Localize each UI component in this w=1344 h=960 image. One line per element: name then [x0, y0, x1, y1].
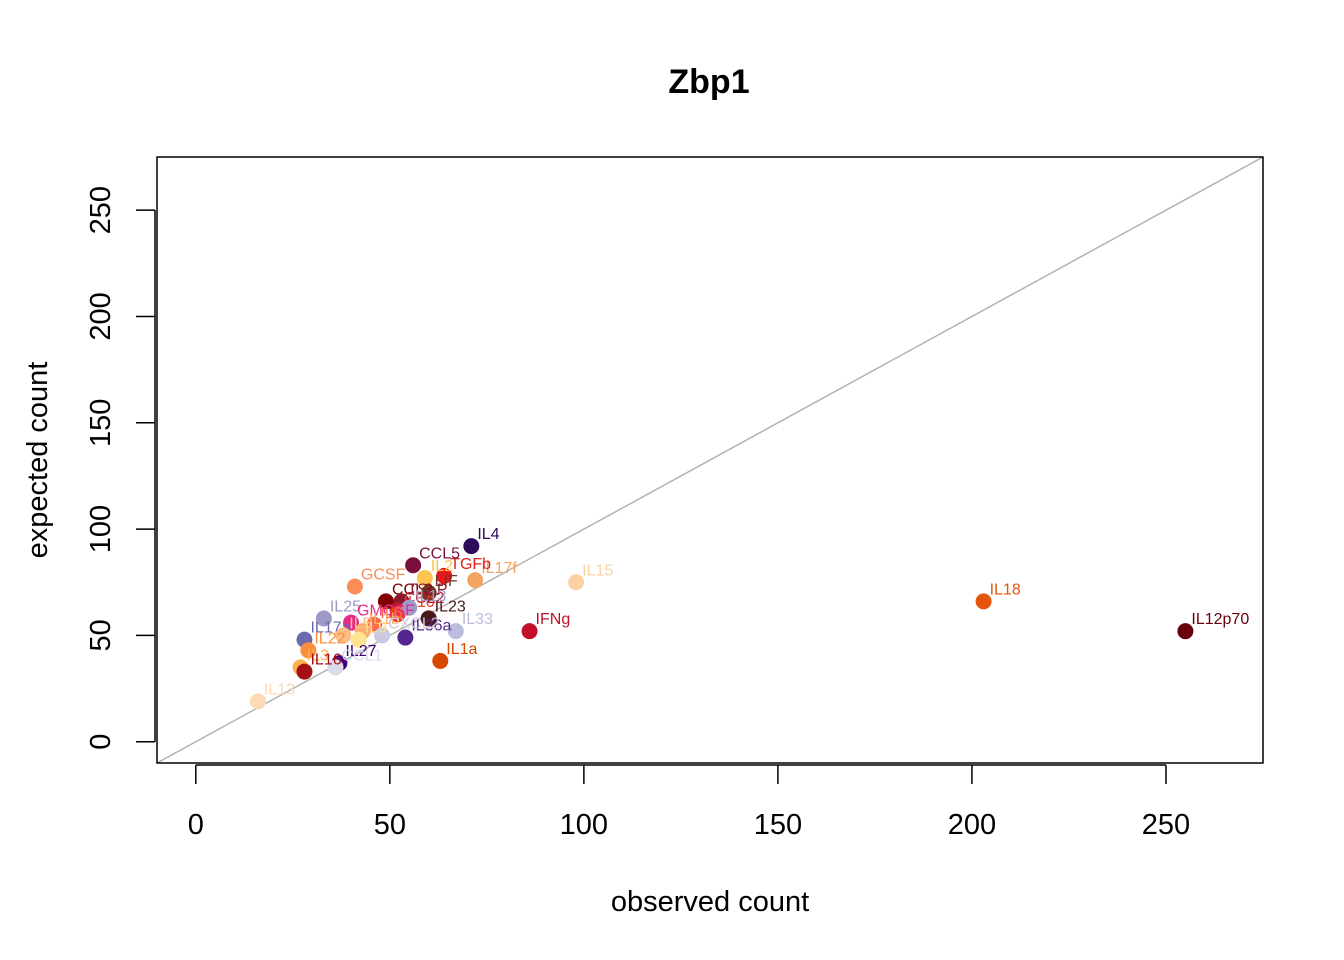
- point-label: IL15: [582, 562, 613, 579]
- point-label: CCL1: [342, 647, 383, 664]
- y-tick-label: 200: [85, 292, 117, 340]
- data-point: [568, 574, 585, 591]
- data-point: [467, 572, 484, 589]
- point-label: IL36a: [411, 618, 451, 635]
- point-label: IL9: [365, 620, 387, 637]
- plot-frame: [156, 156, 1264, 764]
- point-label: IL18: [990, 581, 1021, 598]
- y-tick-label: 100: [85, 505, 117, 553]
- x-tick-label: 150: [754, 809, 802, 841]
- data-point: [346, 578, 363, 595]
- data-point: [463, 538, 480, 555]
- data-point: [335, 627, 352, 644]
- data-point: [300, 642, 317, 659]
- x-tick-label: 50: [374, 809, 406, 841]
- y-tick-label: 150: [85, 399, 117, 447]
- data-point: [296, 663, 313, 680]
- y-tick-label: 50: [85, 619, 117, 651]
- x-tick-label: 250: [1142, 809, 1190, 841]
- point-label: IL13: [264, 681, 295, 698]
- x-axis: 0 50 100 150 200 250: [188, 764, 1190, 841]
- point-label: TGFb: [450, 556, 491, 573]
- point-label: IL27: [345, 643, 376, 660]
- data-point: [975, 593, 992, 610]
- point-label: IL22: [314, 630, 345, 647]
- data-point: [350, 631, 367, 648]
- data-point: [420, 610, 437, 627]
- x-tick-label: 0: [188, 809, 204, 841]
- data-point: [343, 614, 360, 631]
- data-point: [416, 570, 433, 587]
- point-label: IL1a: [446, 641, 477, 658]
- point-label: IFNg: [536, 611, 571, 628]
- point-label: IL12p70: [1191, 611, 1249, 628]
- point-label: IL23: [435, 598, 466, 615]
- point-label: IL16: [310, 652, 341, 669]
- data-point: [397, 629, 414, 646]
- point-label: IL5: [349, 615, 371, 632]
- point-label: TSLP: [407, 581, 447, 598]
- data-point: [1177, 623, 1194, 640]
- point-label: GCSF: [361, 567, 406, 584]
- x-axis-label: observed count: [611, 886, 809, 918]
- data-point: [377, 593, 394, 610]
- y-axis: 0 50 100 150 200 250: [85, 186, 156, 750]
- plot-area: IL12p70IL18IL15IFNgIL4IL17fIL33IL1aTGFbI…: [156, 156, 1264, 764]
- data-point: [401, 599, 418, 616]
- data-point: [327, 659, 344, 676]
- data-point: [389, 606, 406, 623]
- point-label: IL4: [477, 526, 499, 543]
- y-tick-label: 0: [85, 734, 117, 750]
- point-label: IL17f: [481, 560, 517, 577]
- point-label: IL6: [380, 605, 402, 622]
- chart-title: Zbp1: [668, 63, 749, 101]
- data-point: [436, 567, 453, 584]
- x-tick-label: 200: [948, 809, 996, 841]
- point-label: IL2: [431, 558, 453, 575]
- data-point: [432, 652, 449, 669]
- x-tick-label: 100: [560, 809, 608, 841]
- data-point: [315, 610, 332, 627]
- data-point: [405, 557, 422, 574]
- data-point: [374, 627, 391, 644]
- data-point: [249, 693, 266, 710]
- point-label: GMCSF: [357, 603, 415, 620]
- point-label: LIF: [435, 573, 458, 590]
- data-point: [521, 623, 538, 640]
- point-label: CCL5: [419, 545, 460, 562]
- data-point: [447, 623, 464, 640]
- point-label: CXCL2: [388, 615, 440, 632]
- data-point: [420, 584, 437, 601]
- point-label: IL13: [415, 588, 446, 605]
- y-axis-label: expected count: [22, 362, 54, 559]
- reference-line: [157, 157, 1263, 763]
- point-label: IL3: [307, 647, 329, 664]
- point-label: IL25: [330, 598, 361, 615]
- point-label: IL1b: [369, 611, 400, 628]
- y-tick-label: 250: [85, 186, 117, 234]
- point-label: IL33: [462, 611, 493, 628]
